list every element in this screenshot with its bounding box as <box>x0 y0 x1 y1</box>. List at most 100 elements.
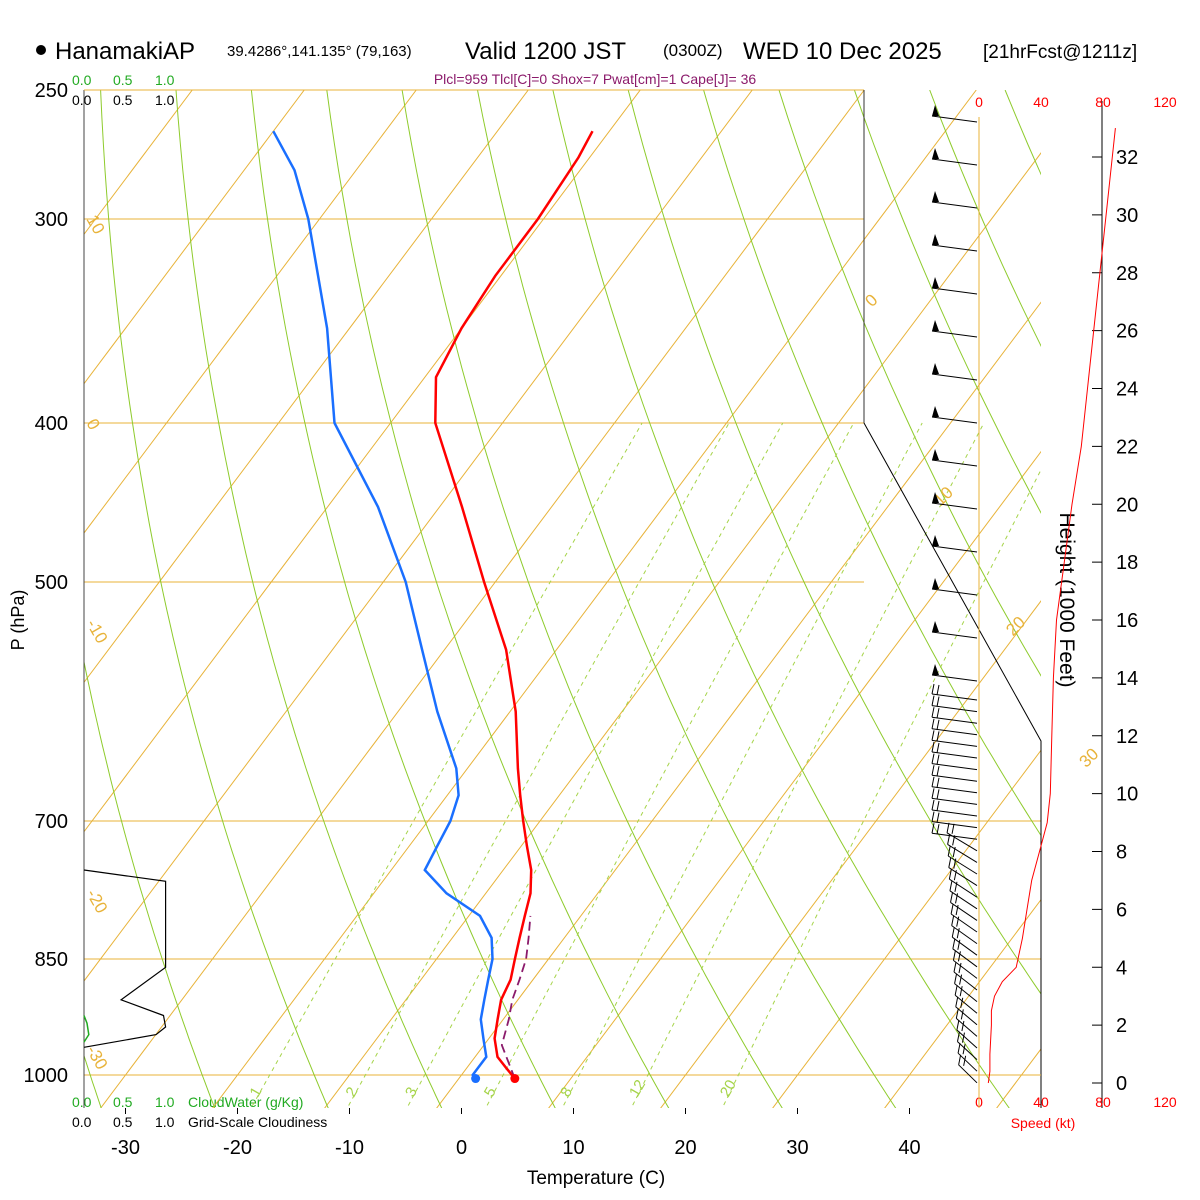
wind-barb-feather <box>957 1043 961 1054</box>
cloud-scale-top: 0.0 0.5 1.0 0.0 0.5 1.0 <box>72 72 175 108</box>
wind-barb-feather <box>950 892 954 903</box>
wind-barb-feather <box>931 788 935 799</box>
wind-barb-staff <box>954 983 978 1002</box>
height-tick-26: 26 <box>1116 321 1138 343</box>
wind-barb-feather <box>954 985 958 996</box>
wind-speed-line <box>987 128 1116 1084</box>
wind-barb-feather <box>936 742 940 754</box>
wind-barb-feather <box>956 1019 960 1031</box>
speed-axis: 0 40 80 120 0 40 80 120 Speed (kt) <box>975 94 1177 1131</box>
wind-barb-staff <box>957 1041 978 1060</box>
dry-adiabat-280 <box>250 90 556 1108</box>
wind-barb-feather <box>952 938 956 949</box>
height-tick-14: 14 <box>1116 668 1138 690</box>
wind-barb-feather <box>956 1031 960 1042</box>
wind-barb-staff <box>946 832 978 852</box>
bottom-cloud-tick: 0.5 <box>113 1114 133 1130</box>
wind-barb-staff <box>931 763 978 771</box>
height-tick-18: 18 <box>1116 552 1138 574</box>
wind-barb-flag <box>932 406 939 417</box>
wind-barb-feather <box>953 961 957 973</box>
wind-barb-feather <box>931 753 935 764</box>
height-tick-30: 30 <box>1116 205 1138 227</box>
wind-barb-staff <box>931 416 978 424</box>
isotherm-40 <box>884 898 1041 1108</box>
wind-barb-feather <box>959 974 963 985</box>
isotherm--10 <box>324 152 1041 1108</box>
isotherm-label: 0 <box>83 416 104 434</box>
mixing-ratio-2 <box>346 422 730 1108</box>
wind-barb-feather <box>947 845 951 857</box>
wind-barb-feather <box>946 822 950 833</box>
isotherm-10 <box>548 450 1041 1108</box>
mixing-ratio-label-8: 8 <box>557 1084 576 1100</box>
wind-barb-staff <box>931 459 978 467</box>
isotherm--60 <box>84 90 529 684</box>
right-border <box>863 422 1042 1108</box>
wind-barb-feather <box>955 904 959 916</box>
speed-top-tick: 120 <box>1153 94 1177 110</box>
top-water-tick: 0.0 <box>72 72 92 88</box>
wind-barb-feather <box>953 870 957 881</box>
pressure-tick-250: 250 <box>35 80 68 102</box>
wind-barb-staff <box>931 821 978 829</box>
station-dot-icon <box>36 45 46 55</box>
wind-barb-flag <box>932 492 939 503</box>
wind-barb-staff <box>931 739 978 747</box>
mixing-ratio-5 <box>485 422 855 1108</box>
cloudiness-line <box>83 869 167 1048</box>
speed-bottom-tick: 40 <box>1033 1094 1049 1110</box>
wind-barb-feather <box>960 997 964 1008</box>
isotherm--20 <box>212 90 977 1108</box>
wind-barb-feather <box>956 928 960 939</box>
wind-barb-feather <box>931 811 935 822</box>
wind-barb-staff <box>950 901 978 921</box>
height-tick-8: 8 <box>1116 842 1127 864</box>
mixing-ratio-label-20: 20 <box>717 1077 740 1100</box>
x-tick-30: 30 <box>786 1137 808 1159</box>
wind-barb-feather <box>936 708 940 719</box>
x-tick--10: -10 <box>335 1137 364 1159</box>
wind-barb-feather <box>936 766 940 777</box>
wind-barb-feather <box>954 881 958 892</box>
wind-barb-staff <box>953 960 978 979</box>
isotherm--30 <box>100 90 865 1108</box>
isotherm--50 <box>84 90 641 833</box>
wind-barb-feather <box>951 927 955 938</box>
mixing-ratio-label-12: 12 <box>626 1077 649 1100</box>
wind-barb-flag <box>932 664 939 675</box>
isotherm-lines <box>84 90 1041 1108</box>
wind-barb-feather <box>931 683 935 695</box>
x-tick-20: 20 <box>674 1137 696 1159</box>
wind-barb-staff <box>958 1064 978 1084</box>
top-cloud-tick: 0.5 <box>113 92 133 108</box>
speed-top-tick: 0 <box>975 94 983 110</box>
wind-barb-feather <box>936 812 940 823</box>
wind-barb-feather <box>947 834 951 845</box>
mixing-ratio-lines <box>250 422 1041 1108</box>
height-tick-16: 16 <box>1116 610 1138 632</box>
cloud-scale-bottom: 0.0 0.5 1.0 CloudWater (g/Kg) 0.0 0.5 1.… <box>72 1094 327 1130</box>
top-water-tick: 1.0 <box>155 72 175 88</box>
height-axis-label: Height (1000 Feet) <box>1055 512 1078 687</box>
wind-barb-feather <box>931 741 935 753</box>
top-cloud-tick: 0.0 <box>72 92 92 108</box>
height-tick-28: 28 <box>1116 263 1138 285</box>
wind-barb-staff <box>952 936 978 956</box>
bottom-cloud-tick: 1.0 <box>155 1114 175 1130</box>
isotherm-label: -10 <box>83 616 112 647</box>
wind-barb-feather <box>948 869 952 880</box>
wind-barb-staff <box>957 1052 978 1072</box>
bottom-water-tick: 0.0 <box>72 1094 92 1110</box>
bottom-water-tick: 1.0 <box>155 1094 175 1110</box>
wind-barb-flag <box>932 621 939 632</box>
mixing-ratio-label-5: 5 <box>481 1084 500 1100</box>
mixing-ratio-labels: 1 2 3 5 8 12 20 <box>247 1077 740 1100</box>
isotherm-label: 10 <box>83 212 109 238</box>
pressure-tick-700: 700 <box>35 811 68 833</box>
wind-barb-flag <box>932 535 939 546</box>
wind-barb-flag <box>932 234 939 245</box>
top-water-tick: 0.5 <box>113 72 133 88</box>
pressure-tick-850: 850 <box>35 949 68 971</box>
wind-barb-feather <box>951 823 955 834</box>
